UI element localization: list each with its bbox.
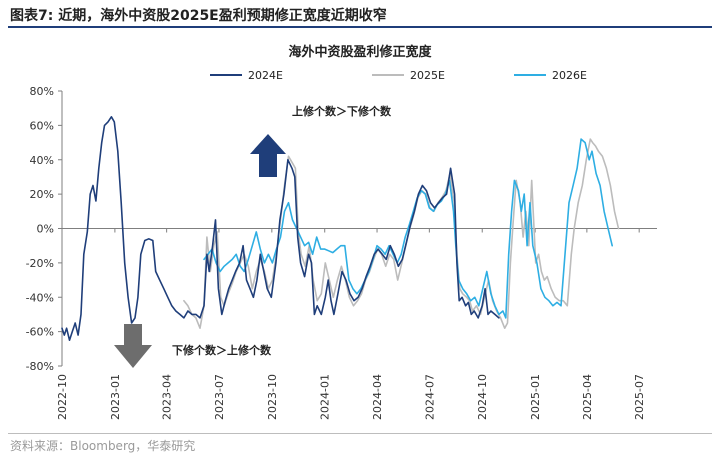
chart-legend: 2024E 2025E 2026E (210, 69, 587, 82)
x-tick-label: 2023-07 (213, 374, 226, 420)
x-axis: 2022-10 2023-01 2023-04 2023-07 2023-10 2024-… (56, 228, 657, 420)
y-tick-label: 0% (37, 223, 54, 236)
x-tick-label: 2024-04 (371, 374, 384, 420)
x-tick-label: 2025-04 (581, 374, 594, 420)
footer-divider (8, 433, 712, 434)
y-tick-label: 60% (30, 119, 54, 132)
y-tick-label: -40% (26, 291, 54, 304)
x-tick-label: 2023-10 (266, 374, 279, 420)
figure-header: 图表7: 近期，海外中资股2025E盈利预期修正宽度近期收窄 (8, 4, 712, 28)
source-note: 资料来源：Bloomberg，华泰研究 (10, 439, 196, 453)
up-arrow-icon (250, 134, 286, 177)
x-tick-label: 2024-10 (476, 374, 489, 420)
y-tick-label: -20% (26, 257, 54, 270)
figure-label: 图表7: (10, 8, 54, 24)
y-tick-label: -60% (26, 326, 54, 339)
annotation-down-text: 下修个数＞上修个数 (172, 343, 272, 357)
annotation-down: 下修个数＞上修个数 (114, 324, 272, 368)
legend-label-2026e: 2026E (552, 69, 587, 82)
annotation-up: 上修个数＞下修个数 (250, 104, 392, 177)
legend-label-2024e: 2024E (248, 69, 283, 82)
x-tick-label: 2023-01 (109, 374, 122, 420)
y-tick-label: -80% (26, 360, 54, 373)
x-tick-label: 2022-10 (56, 374, 69, 420)
legend-label-2025e: 2025E (410, 69, 445, 82)
y-tick-label: 20% (30, 188, 54, 201)
x-tick-label: 2023-04 (161, 374, 174, 420)
x-tick-label: 2025-07 (633, 374, 646, 420)
chart-title: 海外中资股盈利修正宽度 (288, 44, 432, 60)
figure-title: 图表7: 近期，海外中资股2025E盈利预期修正宽度近期收窄 (10, 5, 387, 25)
y-tick-label: 40% (30, 154, 54, 167)
annotation-up-text: 上修个数＞下修个数 (292, 104, 392, 118)
x-tick-label: 2024-07 (423, 374, 436, 420)
y-tick-label: 80% (30, 85, 54, 98)
figure-title-text: 近期，海外中资股2025E盈利预期修正宽度近期收窄 (58, 8, 387, 24)
series-line-2025e (183, 138, 620, 330)
series-layer (61, 116, 620, 342)
x-tick-label: 2025-01 (529, 374, 542, 420)
y-axis: -80% -60% -40% -20% 0% 20% 40% 60% 80% (26, 85, 63, 373)
series-line-2024e (61, 116, 500, 342)
down-arrow-icon (114, 324, 152, 368)
x-tick-label: 2024-01 (319, 374, 332, 420)
line-chart: 海外中资股盈利修正宽度 2024E 2025E 2026E -80% -60% -4… (26, 44, 657, 420)
